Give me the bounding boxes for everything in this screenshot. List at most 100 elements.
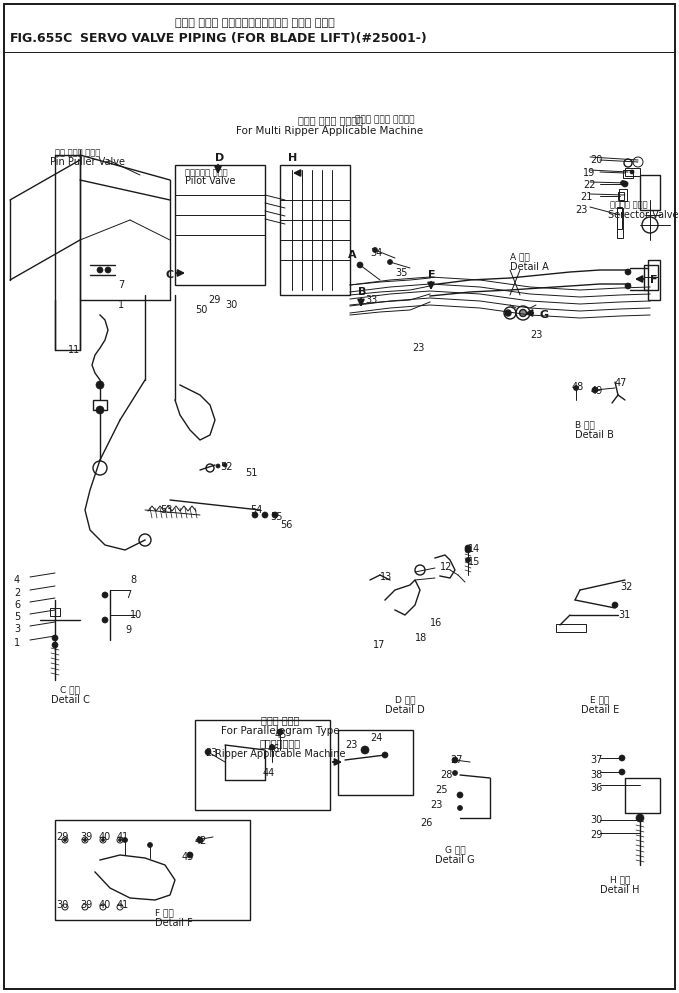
Bar [280,165,350,295]
Text: ピン プラー バルブ: ピン プラー バルブ [55,148,100,157]
Circle shape [216,464,220,468]
Text: 38: 38 [590,770,602,780]
Text: 23: 23 [530,330,543,340]
Text: D: D [215,153,224,163]
Text: Detail C: Detail C [50,695,90,705]
Text: 4: 4 [14,575,20,585]
Text: マルチ リッパ 用車専用: マルチ リッパ 用車専用 [355,115,414,124]
Text: 30: 30 [225,300,237,310]
Text: 10: 10 [130,610,142,620]
Text: 18: 18 [415,633,427,643]
Text: Pilot Valve: Pilot Valve [185,176,236,186]
Text: 54: 54 [250,505,262,515]
Text: 37: 37 [590,755,602,765]
Circle shape [636,814,644,822]
Circle shape [457,792,463,798]
Circle shape [619,755,625,761]
Bar [623,170,633,178]
Circle shape [197,837,203,843]
Bar [617,208,623,238]
Bar [648,260,660,300]
Text: 23: 23 [412,343,424,353]
Bar [644,265,658,290]
Circle shape [465,545,471,551]
Text: 30: 30 [56,900,69,910]
Text: Detail G: Detail G [435,855,475,865]
Circle shape [621,181,625,186]
Text: 13: 13 [380,572,392,582]
Circle shape [101,838,105,841]
Circle shape [270,745,274,750]
Text: 23: 23 [575,205,587,215]
Circle shape [84,838,86,841]
Text: F: F [650,275,657,285]
Text: Serector Valve: Serector Valve [608,210,678,220]
Circle shape [505,310,511,316]
Text: 16: 16 [430,618,442,628]
Text: E: E [428,270,436,280]
Text: 14: 14 [468,544,480,554]
Circle shape [122,837,128,842]
Bar [618,192,624,200]
Circle shape [622,181,628,187]
Text: 9: 9 [125,625,131,635]
Circle shape [373,247,378,252]
Text: Detail E: Detail E [581,705,619,715]
Text: G 詳細: G 詳細 [445,845,465,854]
Text: 39: 39 [80,832,92,842]
Text: 固定式 リッパ: 固定式 リッパ [261,715,299,725]
Bar [625,778,660,813]
Text: 32: 32 [620,582,632,592]
Text: 45: 45 [275,730,287,740]
Bar [55,820,250,920]
Circle shape [452,771,458,776]
Circle shape [519,310,526,317]
Bar [93,400,107,410]
Text: C: C [165,270,173,280]
Text: 31: 31 [618,610,630,620]
Text: SERVO VALVE PIPING (FOR BLADE LIFT)(#25001-): SERVO VALVE PIPING (FOR BLADE LIFT)(#250… [80,32,426,45]
Text: 21: 21 [580,192,592,202]
Circle shape [361,746,369,754]
Bar [175,165,265,285]
Circle shape [574,385,579,390]
Text: 39: 39 [80,900,92,910]
Circle shape [102,592,108,598]
Bar [50,608,60,616]
Text: 26: 26 [420,818,433,828]
Text: 53: 53 [160,505,172,515]
Bar [640,175,660,210]
Circle shape [119,838,122,841]
Text: 50: 50 [195,305,207,315]
Circle shape [612,602,618,608]
Text: 3: 3 [14,624,20,634]
Text: F 詳細: F 詳細 [155,908,174,917]
Circle shape [592,387,598,393]
Text: Ripper Applicable Machine: Ripper Applicable Machine [215,749,345,759]
Text: Detail H: Detail H [600,885,640,895]
Text: 44: 44 [263,768,275,778]
Text: 35: 35 [395,268,407,278]
Text: 30: 30 [590,815,602,825]
Text: Detail D: Detail D [385,705,425,715]
Text: 41: 41 [117,900,129,910]
Text: 24: 24 [370,733,382,743]
Text: Detail B: Detail B [575,430,614,440]
Text: 5: 5 [14,612,20,622]
Text: パイロット バルブ: パイロット バルブ [185,168,227,177]
Text: 12: 12 [440,562,452,572]
Circle shape [64,838,67,841]
Text: B 詳細: B 詳細 [575,420,595,429]
Circle shape [96,406,104,414]
Circle shape [625,269,631,275]
Text: 25: 25 [435,785,447,795]
Text: 17: 17 [373,640,386,650]
Bar [617,207,622,229]
Circle shape [619,769,625,775]
Text: 8: 8 [130,575,136,585]
Text: セレクタ バルブ: セレクタ バルブ [610,200,648,209]
Text: 29: 29 [590,830,602,840]
Text: リッパ用車専用: リッパ用車専用 [259,738,301,748]
Text: 47: 47 [615,378,627,388]
Circle shape [52,642,58,648]
